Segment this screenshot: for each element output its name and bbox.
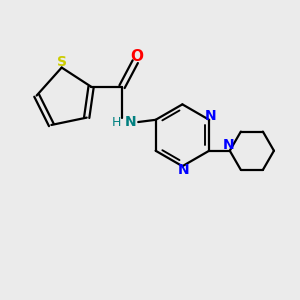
- Text: N: N: [178, 163, 190, 177]
- Text: O: O: [130, 49, 143, 64]
- Text: S: S: [57, 55, 67, 69]
- Text: N: N: [223, 138, 234, 152]
- Text: N: N: [125, 115, 137, 129]
- Text: N: N: [205, 109, 216, 123]
- Text: H: H: [112, 116, 121, 128]
